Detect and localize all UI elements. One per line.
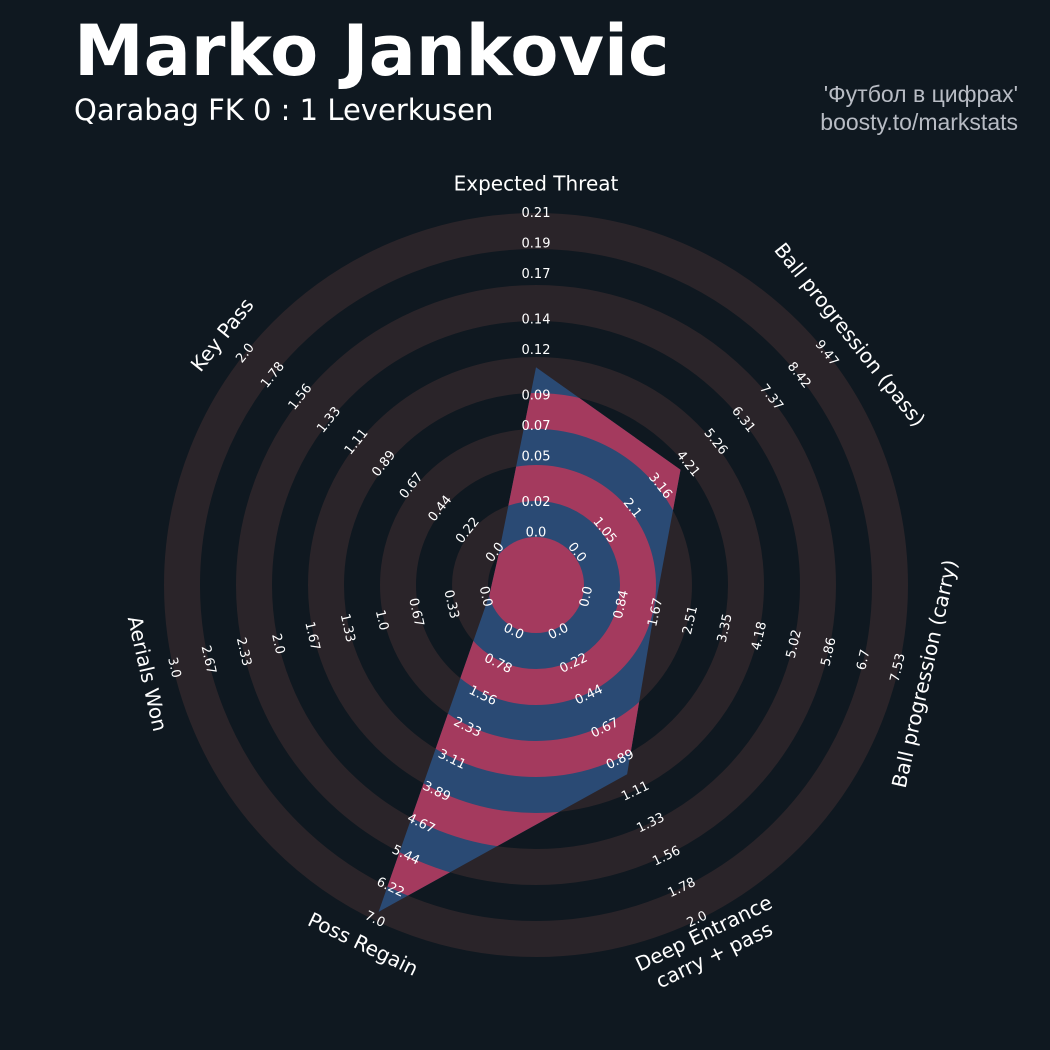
tick-label: 0.33 [441,589,462,621]
credit: boosty.to/markstats [820,109,1018,135]
tick-label: 3.35 [715,612,736,644]
tick-label: 0.02 [522,495,551,510]
tick-label: 0.67 [405,597,426,629]
tick-label: 0.21 [522,206,551,221]
radar-band [488,537,584,633]
ring [236,285,836,885]
tick-label: 2.51 [680,604,701,636]
tick-label: 1.67 [301,620,322,652]
tick-label: 0.17 [522,267,551,282]
tick-label: 1.67 [645,597,666,629]
tick-label: 6.7 [854,648,873,672]
ring [164,213,908,957]
chart-title: Marko Jankovic [74,10,670,92]
tick-label: 0.07 [522,419,551,434]
tick-label: 0.0 [577,585,596,609]
tick-label: 1.0 [372,609,391,633]
tick-label: 1.33 [337,612,358,644]
tick-label: 7.53 [888,652,909,684]
axis-label: Expected Threat [454,172,619,196]
tick-label: 2.0 [268,632,287,656]
radar-band [378,393,681,777]
chart-subtitle: Qarabag FK 0 : 1 Leverkusen [74,93,493,127]
tick-label: 0.84 [611,589,632,621]
tick-label: 2.33 [233,636,254,668]
tick-label: 4.18 [749,620,770,652]
tick-label: 3.0 [164,656,183,680]
tick-label: 0.05 [522,449,551,464]
tick-label: 0.14 [522,313,551,328]
tick-label: 0.12 [522,343,551,358]
tick-label: 2.67 [198,644,219,676]
tick-label: 5.02 [784,628,805,660]
tick-label: 0.19 [522,236,551,251]
tick-label: 0.0 [526,526,547,541]
tick-label: 0.09 [522,389,551,404]
tick-label: 5.86 [819,636,840,668]
tick-label: 0.0 [476,585,495,609]
credit: 'Футбол в цифрах' [824,81,1018,107]
